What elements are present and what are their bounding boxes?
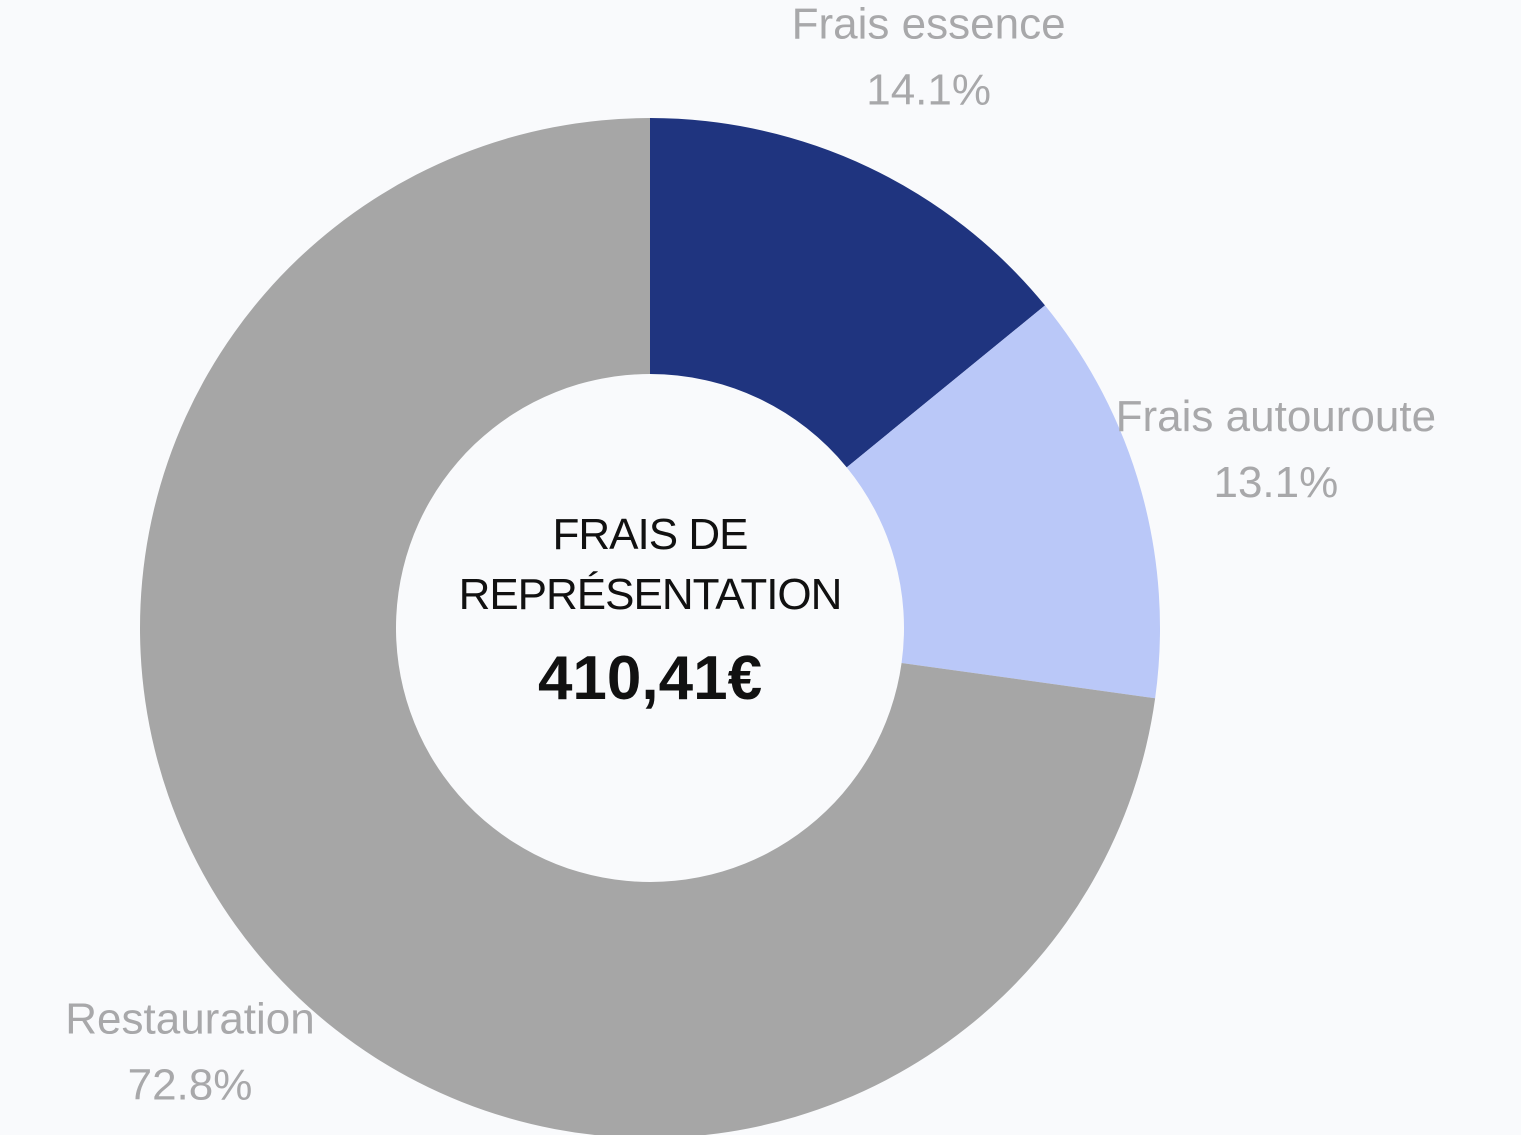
slice-label: Frais autouroute (1116, 392, 1436, 441)
slice-value-label: 72.8% (128, 1060, 253, 1109)
slice-value-label: 14.1% (866, 66, 991, 115)
donut-slice (650, 118, 1045, 468)
slice-value-label: 13.1% (1213, 458, 1338, 507)
donut-slice (846, 305, 1160, 699)
center-label: FRAIS DE REPRÉSENTATION 410,41€ (420, 505, 880, 714)
chart-title: FRAIS DE REPRÉSENTATION (458, 510, 843, 619)
total-value: 410,41€ (537, 644, 763, 713)
slice-label: Frais essence (792, 0, 1066, 49)
slice-label: Restauration (65, 994, 314, 1043)
donut-slice (140, 118, 1156, 1135)
